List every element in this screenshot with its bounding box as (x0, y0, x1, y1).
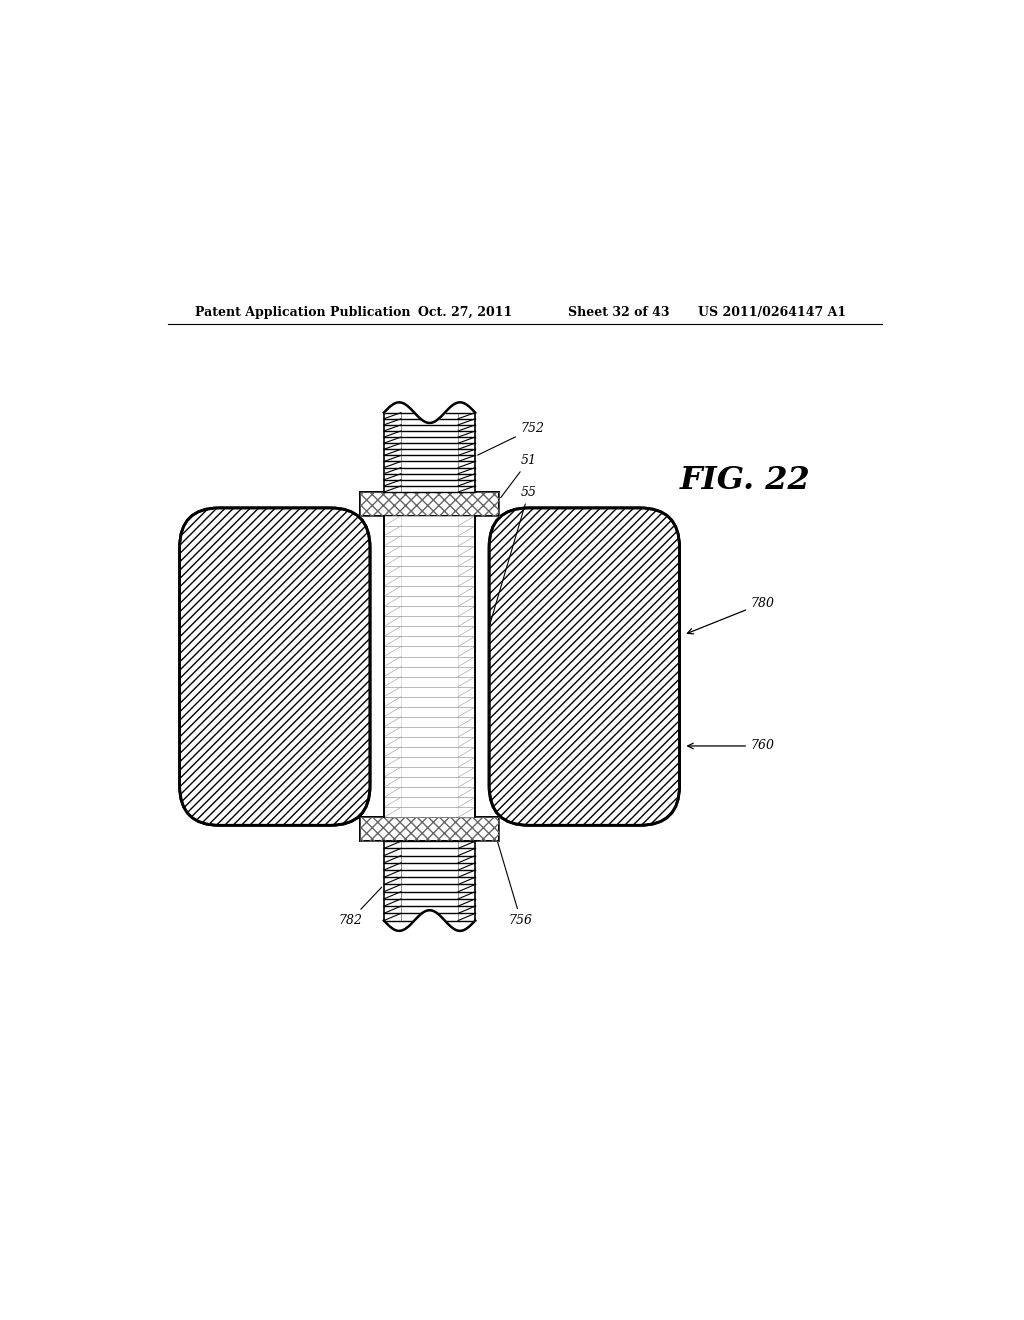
Bar (458, 516, 471, 817)
Bar (360, 492, 499, 516)
Text: 752: 752 (478, 422, 545, 455)
Bar (384, 413, 475, 492)
Bar (458, 516, 471, 817)
Text: 756: 756 (496, 836, 532, 927)
Bar (360, 817, 499, 841)
Bar (360, 817, 499, 841)
FancyBboxPatch shape (489, 508, 680, 825)
Text: Sheet 32 of 43: Sheet 32 of 43 (568, 305, 670, 318)
Bar (360, 492, 499, 516)
Text: 51: 51 (501, 454, 537, 498)
Text: FIG. 22: FIG. 22 (680, 465, 810, 495)
Bar (384, 841, 475, 920)
FancyBboxPatch shape (179, 508, 370, 825)
Bar (388, 516, 401, 817)
Text: Oct. 27, 2011: Oct. 27, 2011 (418, 305, 512, 318)
Text: 760: 760 (688, 739, 775, 752)
Bar (384, 516, 475, 817)
Text: 780: 780 (687, 597, 775, 634)
Text: 782: 782 (338, 887, 382, 927)
Bar (382, 409, 477, 924)
Text: Patent Application Publication: Patent Application Publication (196, 305, 411, 318)
Bar (388, 516, 401, 817)
Text: 55: 55 (489, 486, 537, 624)
Text: US 2011/0264147 A1: US 2011/0264147 A1 (697, 305, 846, 318)
